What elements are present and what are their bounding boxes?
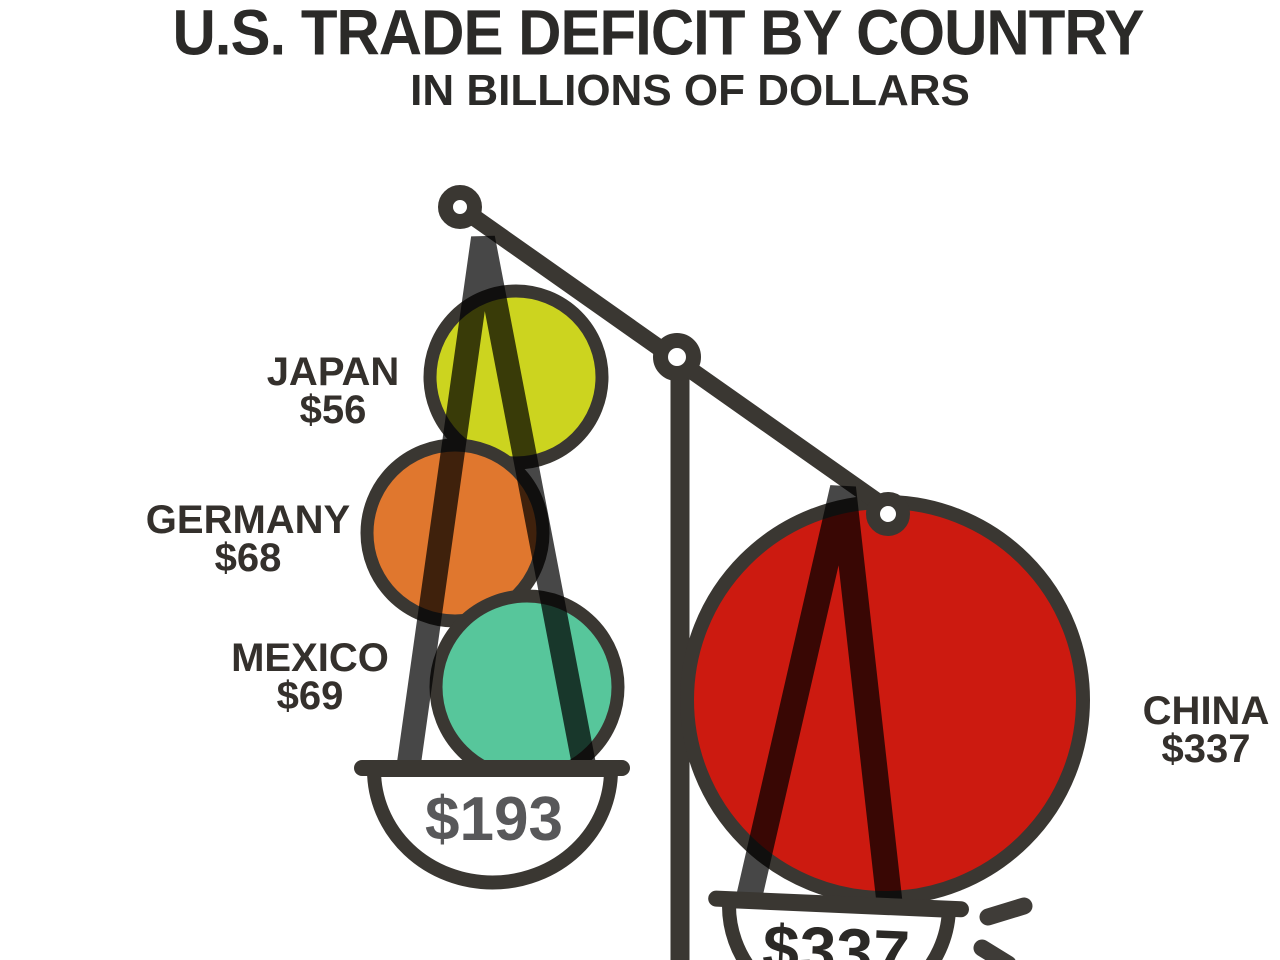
mexico-label-value: $69 xyxy=(276,674,344,718)
left-pan-bowl xyxy=(367,763,618,890)
impact-dash-icon xyxy=(979,897,1033,926)
china-label-country: CHINA xyxy=(1142,689,1270,733)
left-pan-total: $193 xyxy=(425,785,563,854)
right-pan-strings xyxy=(735,485,903,909)
mexico-label: MEXICO $69 xyxy=(231,636,389,718)
beam-end-ring-icon xyxy=(866,492,910,536)
china-label: CHINA $337 xyxy=(1142,689,1270,771)
right-pan: $337 xyxy=(708,890,969,960)
right-pan-total: $337 xyxy=(761,911,911,960)
page-subtitle: IN BILLIONS OF DOLLARS xyxy=(410,66,970,115)
page-title: U.S. TRADE DEFICIT BY COUNTRY xyxy=(172,0,1144,69)
right-pan-rim xyxy=(708,890,969,918)
germany-label: GERMANY $68 xyxy=(145,498,351,580)
pivot-ring-icon xyxy=(653,333,701,381)
japan-label-value: $56 xyxy=(299,388,367,432)
right-pan-bowl xyxy=(722,894,956,960)
left-pan-strings xyxy=(396,235,597,773)
germany-label-country: GERMANY xyxy=(145,498,351,542)
germany-label-value: $68 xyxy=(214,536,282,580)
japan-label: JAPAN $56 xyxy=(266,350,400,432)
mexico-label-country: MEXICO xyxy=(231,636,389,680)
china-label-value: $337 xyxy=(1161,727,1251,771)
left-pan: $193 xyxy=(354,760,630,890)
impact-dash-icon xyxy=(973,939,1016,960)
japan-label-country: JAPAN xyxy=(266,350,400,394)
anchor-ring-icon xyxy=(438,185,482,229)
